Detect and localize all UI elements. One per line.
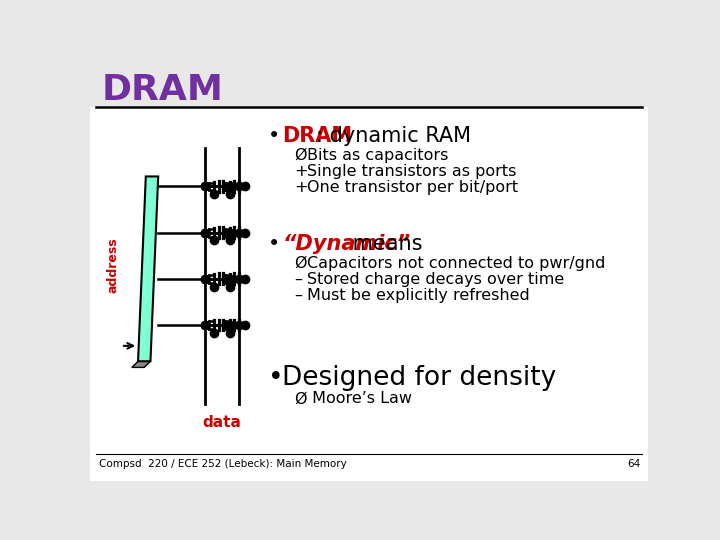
- Text: 64: 64: [627, 459, 640, 469]
- Text: Ø: Ø: [294, 148, 307, 163]
- Text: •: •: [269, 126, 281, 146]
- Text: Ø: Ø: [294, 256, 307, 271]
- Text: –: –: [294, 288, 302, 303]
- Text: Single transistors as ports: Single transistors as ports: [307, 164, 516, 179]
- Text: One transistor per bit/port: One transistor per bit/port: [307, 180, 518, 195]
- Text: means: means: [346, 234, 422, 254]
- Text: +: +: [294, 164, 308, 179]
- Text: –: –: [294, 272, 302, 287]
- Text: “Dynamic”: “Dynamic”: [282, 234, 410, 254]
- Polygon shape: [132, 361, 150, 367]
- Text: : dynamic RAM: : dynamic RAM: [315, 126, 471, 146]
- Text: DRAM: DRAM: [102, 72, 223, 106]
- Text: DRAM: DRAM: [282, 126, 352, 146]
- Text: Must be explicitly refreshed: Must be explicitly refreshed: [307, 288, 530, 303]
- Text: +: +: [294, 180, 308, 195]
- Polygon shape: [138, 177, 158, 361]
- Text: address: address: [107, 237, 120, 293]
- Text: •: •: [269, 365, 284, 391]
- Text: Bits as capacitors: Bits as capacitors: [307, 148, 449, 163]
- Text: Designed for density: Designed for density: [282, 365, 557, 391]
- Text: Moore’s Law: Moore’s Law: [307, 392, 412, 406]
- Text: Capacitors not connected to pwr/gnd: Capacitors not connected to pwr/gnd: [307, 256, 606, 271]
- Bar: [90, 65, 648, 107]
- Text: Stored charge decays over time: Stored charge decays over time: [307, 272, 564, 287]
- Bar: [90, 107, 648, 481]
- Text: •: •: [269, 234, 281, 254]
- Text: Compsd  220 / ECE 252 (Lebeck): Main Memory: Compsd 220 / ECE 252 (Lebeck): Main Memo…: [99, 459, 347, 469]
- Text: Ø: Ø: [294, 392, 307, 406]
- Text: data: data: [202, 415, 241, 430]
